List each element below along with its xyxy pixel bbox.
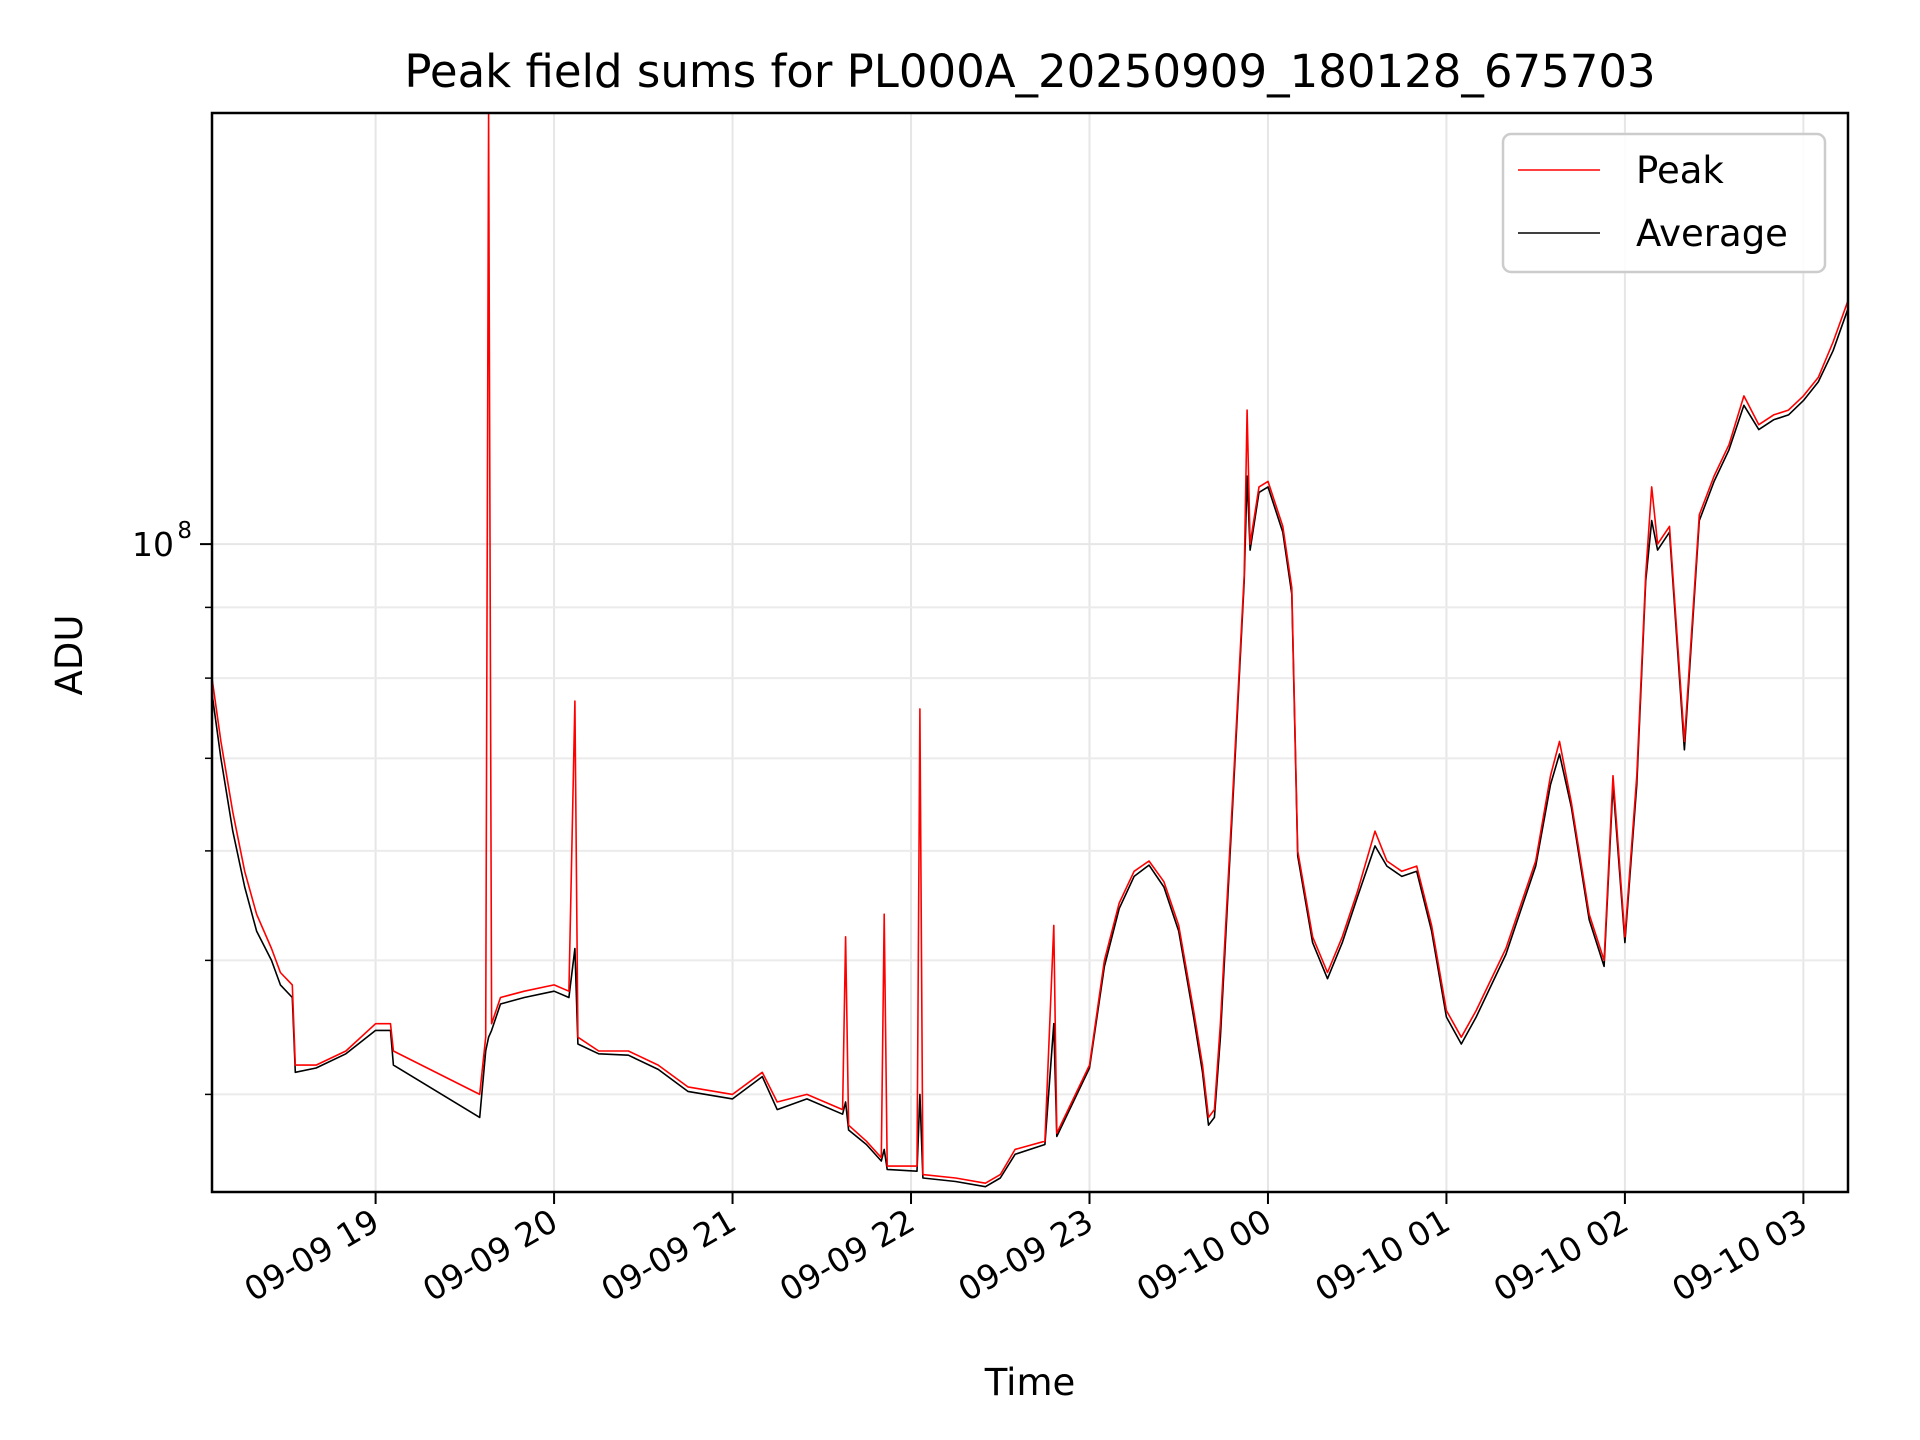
series-line-peak	[212, 113, 1848, 1184]
series-layer	[212, 113, 1848, 1188]
legend-label-peak: Peak	[1636, 149, 1724, 192]
legend-label-average: Average	[1636, 212, 1788, 255]
plot-frame	[210, 111, 1850, 1194]
y-tick-label: 10	[132, 525, 174, 564]
legend: Peak Average	[1501, 132, 1827, 274]
grid	[212, 113, 1848, 1192]
legend-box	[1501, 132, 1827, 274]
chart-title: Peak field sums for PL000A_20250909_1801…	[404, 45, 1655, 98]
y-tick-exponent: 8	[177, 518, 192, 544]
y-axis-label: ADU	[48, 615, 91, 696]
x-axis-label: Time	[984, 1361, 1076, 1404]
y-axis: 10 8	[132, 518, 212, 1096]
